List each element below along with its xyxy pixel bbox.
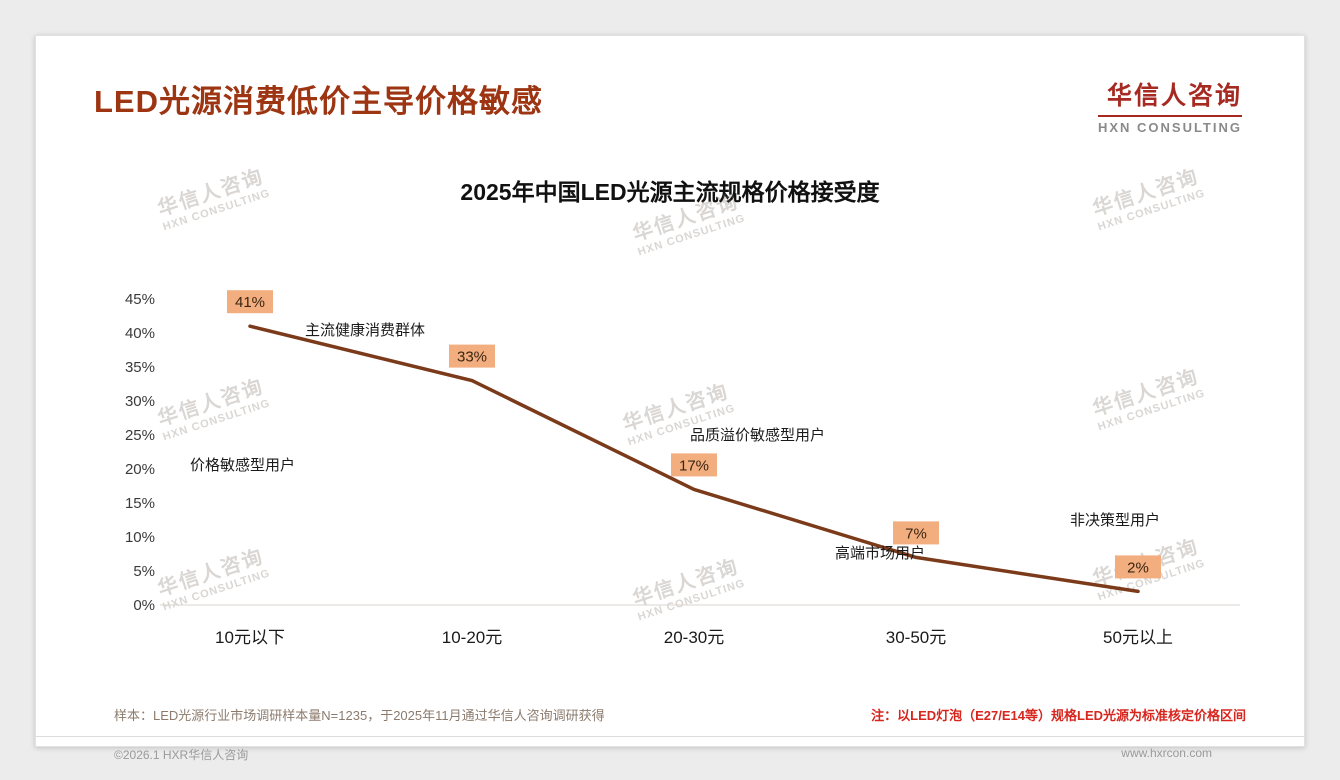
brand-logo-cn: 华信人咨询 <box>1106 82 1242 110</box>
chart-svg: 0% 5% 10% 15% 20% 25% 30% 35% 40% 45% 10元以下 10-20元 2… <box>125 290 1240 647</box>
y-tick-label: 0% <box>133 597 155 614</box>
data-label: 17% <box>671 453 717 477</box>
svg-text:17%: 17% <box>679 457 709 474</box>
chart-title: 2025年中国LED光源主流规格价格接受度 <box>460 179 880 205</box>
copyright: ©2026.1 HXR华信人咨询 <box>114 748 249 762</box>
data-label: 33% <box>449 344 495 368</box>
y-tick-label: 40% <box>125 325 155 342</box>
report-card: 华信人咨询 HXN CONSULTING 华信人咨询 HXN CONSULTING 华信… <box>35 35 1305 762</box>
svg-text:33%: 33% <box>457 349 487 366</box>
annotation: 主流健康消费群体 <box>305 322 425 339</box>
data-label: 2% <box>1115 555 1161 579</box>
y-tick-label: 10% <box>125 529 155 546</box>
svg-text:2%: 2% <box>1127 559 1149 576</box>
x-tick-label: 20-30元 <box>664 628 724 647</box>
header: LED光源消费低价主导价格敏感 华信人咨询 HXN CONSULTING <box>36 36 1304 135</box>
bottom-row: ©2026.1 HXR华信人咨询 www.hxrcon.com <box>36 737 1304 763</box>
svg-text:7%: 7% <box>905 525 927 542</box>
annotation: 非决策型用户 <box>1070 512 1160 529</box>
x-tick-label: 10元以下 <box>215 628 285 647</box>
brand-logo: 华信人咨询 HXN CONSULTING <box>1097 76 1242 135</box>
trend-line <box>248 324 1140 594</box>
y-tick-label: 15% <box>125 495 155 512</box>
website-link: www.hxrcon.com <box>1121 746 1212 760</box>
annotation: 品质溢价敏感型用户 <box>690 427 825 444</box>
sample-note: 样本：LED光源行业市场调研样本量N=1235，于2025年11月通过华信人咨询… <box>114 708 605 723</box>
y-tick-label: 20% <box>125 461 155 478</box>
x-tick-label: 30-50元 <box>886 628 946 647</box>
svg-text:41%: 41% <box>235 294 265 311</box>
y-tick-label: 30% <box>125 393 155 410</box>
y-tick-label: 35% <box>125 359 155 376</box>
y-tick-label: 45% <box>125 291 155 308</box>
x-tick-label: 10-20元 <box>442 628 502 647</box>
data-label: 7% <box>893 521 939 545</box>
brand-logo-divider <box>1097 115 1242 117</box>
price-note: 注：以LED灯泡（E27/E14等）规格LED光源为标准核定价格区间 <box>871 708 1246 723</box>
data-label: 41% <box>227 290 273 314</box>
x-tick-label: 50元以上 <box>1103 628 1173 647</box>
y-tick-label: 5% <box>133 563 155 580</box>
price-acceptance-chart: 0% 5% 10% 15% 20% 25% 30% 35% 40% 45% 10元以下 10-20元 2… <box>90 235 1250 705</box>
y-tick-label: 25% <box>125 427 155 444</box>
annotation: 价格敏感型用户 <box>190 457 295 474</box>
footer-divider <box>36 736 1304 737</box>
annotation: 高端市场用户 <box>835 545 925 562</box>
notes-row: 样本：LED光源行业市场调研样本量N=1235，于2025年11月通过华信人咨询… <box>36 705 1304 736</box>
page-title: LED光源消费低价主导价格敏感 <box>94 84 543 119</box>
footer: 样本：LED光源行业市场调研样本量N=1235，于2025年11月通过华信人咨询… <box>36 705 1304 763</box>
brand-logo-en: HXN CONSULTING <box>1097 120 1242 135</box>
